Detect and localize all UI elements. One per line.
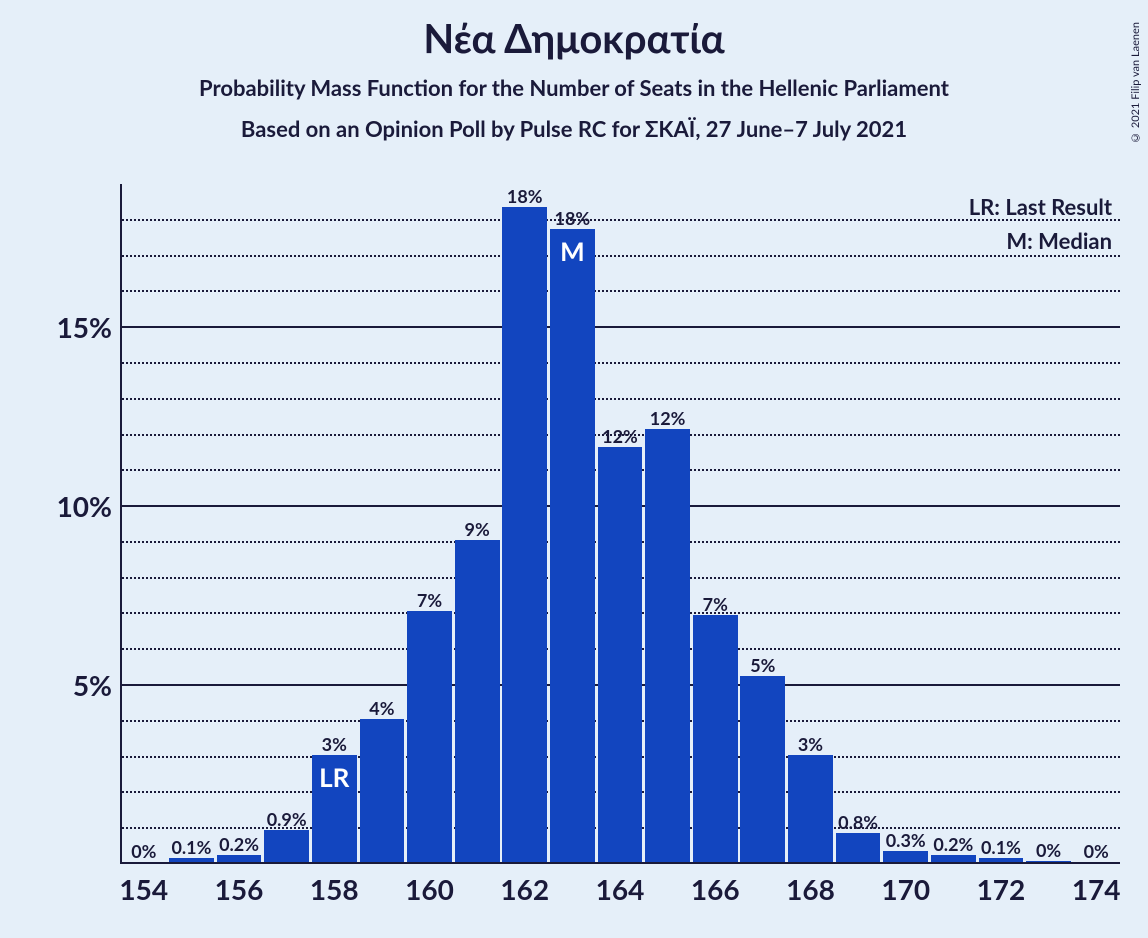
bar (740, 676, 785, 862)
bar (979, 858, 1024, 862)
bar (788, 755, 833, 862)
grid-minor (122, 362, 1120, 364)
y-tick-label: 5% (73, 668, 112, 702)
bar-value-label: 18% (507, 185, 543, 207)
bar (598, 447, 643, 862)
bar-value-label: 0% (1084, 840, 1109, 862)
grid-minor (122, 398, 1120, 400)
bar (645, 429, 690, 862)
x-tick-label: 158 (310, 872, 359, 906)
x-axis (120, 862, 1120, 864)
bar-value-label: 0.3% (886, 829, 926, 851)
y-axis (120, 184, 122, 864)
bar (407, 611, 452, 862)
bar-value-label: 0% (1036, 839, 1061, 861)
bar-value-label: 0.9% (267, 808, 307, 830)
bar (169, 858, 214, 862)
bar-value-label: 0.1% (171, 836, 211, 858)
y-tick-label: 10% (57, 489, 112, 523)
median-marker: M (560, 235, 585, 267)
bar-value-label: 0.2% (933, 833, 973, 855)
x-tick-label: 172 (977, 872, 1026, 906)
x-tick-label: 160 (405, 872, 454, 906)
bar-value-label: 0.8% (838, 811, 878, 833)
chart-title: Νέα Δημοκρατία (0, 14, 1148, 62)
bar (1026, 861, 1071, 862)
grid-minor (122, 219, 1120, 221)
x-tick-label: 174 (1072, 872, 1121, 906)
chart-subtitle-2: Based on an Opinion Poll by Pulse RC for… (0, 115, 1148, 142)
x-tick-label: 162 (500, 872, 549, 906)
x-tick-label: 164 (596, 872, 645, 906)
bar-value-label: 12% (602, 425, 638, 447)
x-tick-label: 168 (786, 872, 835, 906)
bar (931, 855, 976, 862)
bar-value-label: 7% (703, 593, 728, 615)
bar-value-label: 3% (322, 733, 347, 755)
x-tick-label: 166 (691, 872, 740, 906)
bar (693, 615, 738, 862)
plot-area: LR: Last Result M: Median 5%10%15%154156… (120, 184, 1120, 864)
grid-minor (122, 255, 1120, 257)
bar-value-label: 5% (750, 654, 775, 676)
bar-value-label: 12% (650, 407, 686, 429)
grid-major (122, 326, 1120, 328)
bar (455, 540, 500, 862)
bar-value-label: 0.1% (981, 836, 1021, 858)
bar (264, 830, 309, 862)
bar (502, 207, 547, 862)
last-result-marker: LR (319, 761, 349, 793)
bar-value-label: 0% (131, 840, 156, 862)
x-tick-label: 154 (119, 872, 168, 906)
x-tick-label: 156 (215, 872, 264, 906)
bar-value-label: 9% (465, 518, 490, 540)
bar (550, 229, 595, 862)
bar (836, 833, 881, 862)
bar-value-label: 3% (798, 733, 823, 755)
chart-subtitle-1: Probability Mass Function for the Number… (0, 74, 1148, 101)
bar (883, 851, 928, 862)
bar-value-label: 4% (369, 697, 394, 719)
bar (360, 719, 405, 862)
legend-median: M: Median (969, 224, 1112, 258)
grid-minor (122, 290, 1120, 292)
legend: LR: Last Result M: Median (969, 190, 1112, 258)
bar-value-label: 18% (555, 207, 591, 229)
bar-value-label: 7% (417, 589, 442, 611)
x-tick-label: 170 (881, 872, 930, 906)
y-tick-label: 15% (57, 310, 112, 344)
copyright-text: © 2021 Filip van Laenen (1129, 22, 1142, 144)
bar (217, 855, 262, 862)
bar-value-label: 0.2% (219, 833, 259, 855)
